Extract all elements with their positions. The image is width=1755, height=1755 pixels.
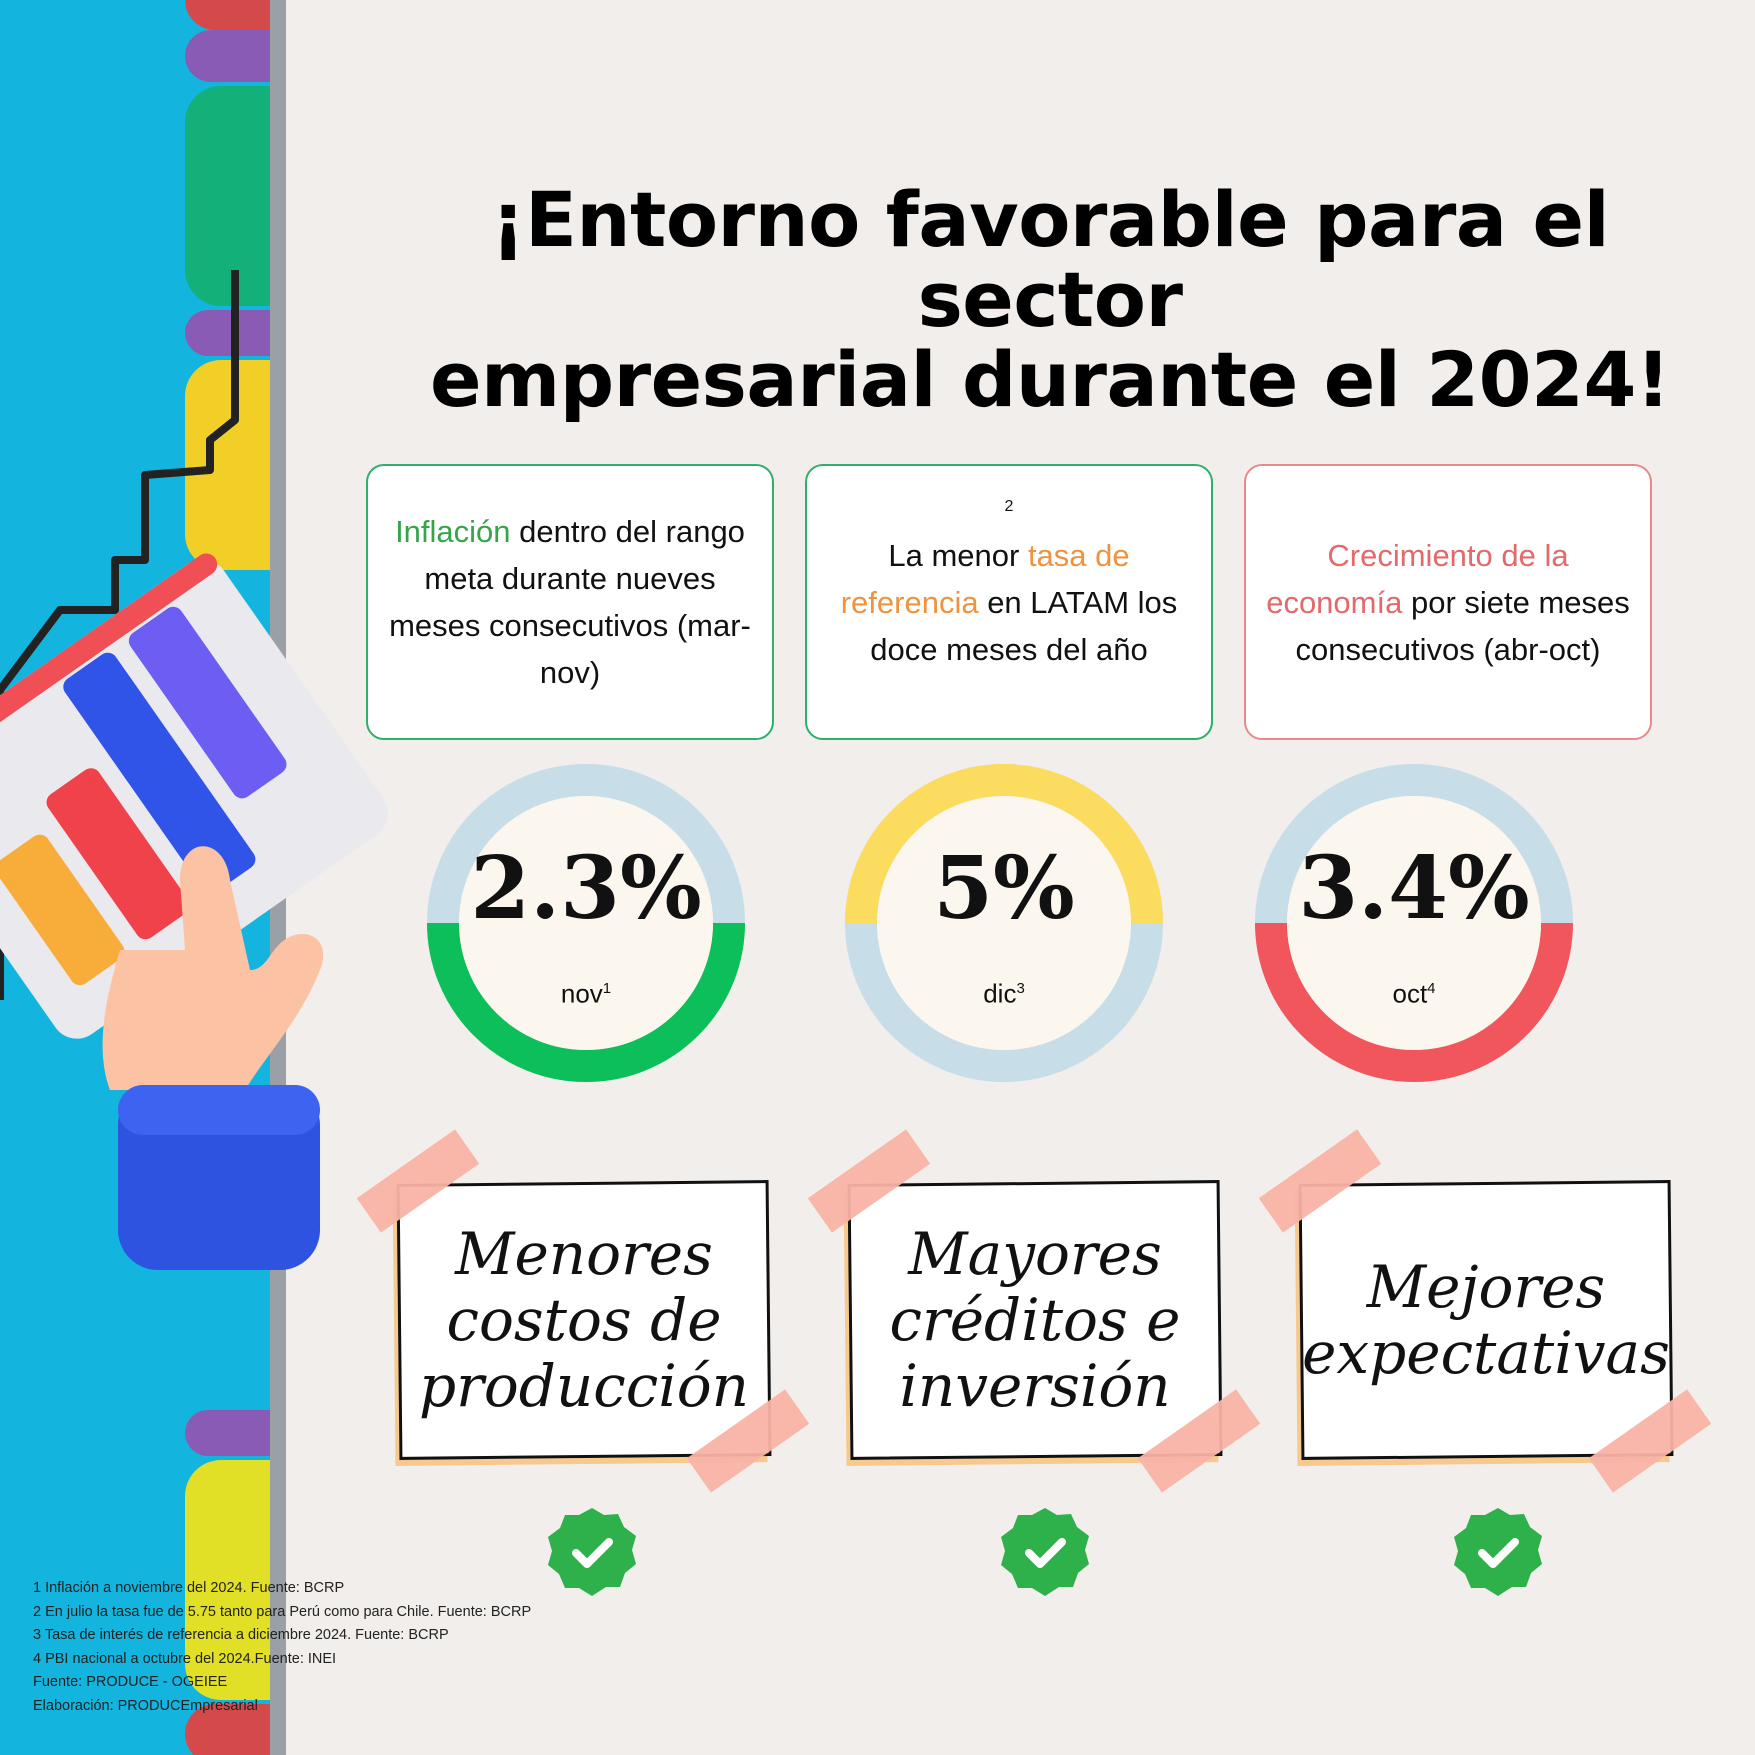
footnote-source: Fuente: PRODUCE - OGEIEE — [33, 1674, 228, 1690]
binder-tab-green — [185, 86, 280, 306]
note-expectations: Mejores expectativas — [1258, 1129, 1712, 1493]
donut-inflation-ring — [427, 764, 745, 1082]
note-production-costs-line-1: Menores — [455, 1220, 713, 1288]
donut-inflation: 2.3% nov1 — [427, 764, 745, 1082]
donut-economic-growth-month: oct — [1392, 978, 1428, 1009]
check-badge-icon — [1001, 1508, 1089, 1596]
card-reference-rate-superscript: 2 — [1004, 498, 1014, 515]
donut-reference-rate-accent — [845, 764, 1163, 924]
note-production-costs-line-3: producción — [418, 1352, 750, 1420]
binder-tab-red-2 — [185, 1704, 280, 1755]
donut-inflation-month: nov — [560, 978, 603, 1009]
binder-tab-lime — [185, 1460, 280, 1700]
card-reference-rate-pre: La menor — [888, 537, 1028, 573]
card-economic-growth-text: Crecimiento de la economía por siete mes… — [1260, 532, 1636, 673]
card-reference-rate-rest: en LATAM los doce meses del año — [870, 584, 1178, 667]
donut-economic-growth-note: 4 — [1427, 980, 1436, 997]
footnote-4: 4 PBI nacional a octubre del 2024.Fuente… — [33, 1650, 337, 1667]
note-credit-investment: Mayores créditos e inversión — [807, 1129, 1261, 1493]
note-credit-investment-line-2: créditos e — [889, 1286, 1181, 1354]
title-line-2: empresarial durante el 2024! — [430, 335, 1670, 424]
footnote-credits: Elaboración: PRODUCEmpresarial — [33, 1697, 258, 1714]
card-inflation-text: Inflación dentro del rango meta durante … — [382, 508, 758, 696]
binder-tab-purple-3 — [185, 1410, 280, 1456]
note-expectations-line-1: Mejores — [1366, 1253, 1606, 1321]
binder-tab-purple — [185, 30, 280, 82]
donut-economic-growth-center — [1287, 796, 1541, 1050]
check-badge-icon — [548, 1508, 636, 1596]
donut-inflation-accent — [427, 922, 745, 1082]
card-inflation-highlight: Inflación — [395, 514, 511, 549]
note-production-costs-line-2: costos de — [446, 1286, 722, 1354]
card-reference-rate-highlight: tasa de referencia — [840, 537, 1130, 620]
donut-reference-rate-center — [877, 796, 1131, 1050]
donut-inflation-center — [459, 796, 713, 1050]
footnote-3: 3 Tasa de interés de referencia a diciem… — [33, 1627, 449, 1643]
donut-reference-rate-label: dic3 — [845, 974, 1163, 1009]
hand-chart-illustration-icon — [0, 270, 388, 1270]
note-production-costs-text: Menores costos de producción — [398, 1182, 770, 1458]
note-credit-investment-text: Mayores créditos e inversión — [849, 1182, 1221, 1458]
donut-reference-rate-month: dic — [983, 978, 1017, 1009]
title-line-1: ¡Entorno favorable para el sector — [490, 175, 1610, 344]
donut-reference-rate: 5% dic3 — [845, 764, 1163, 1082]
note-credit-investment-line-3: inversión — [899, 1352, 1171, 1420]
footnotes: 1 Inflación a noviembre del 2024. Fuente… — [33, 1577, 531, 1718]
donut-economic-growth-label: oct4 — [1255, 974, 1573, 1009]
donut-inflation-note: 1 — [602, 980, 612, 997]
check-badge-icon — [1454, 1508, 1542, 1596]
note-expectations-text: Mejores expectativas — [1300, 1182, 1672, 1458]
note-credit-investment-line-1: Mayores — [908, 1220, 1162, 1288]
card-inflation: Inflación dentro del rango meta durante … — [366, 464, 774, 740]
donut-inflation-value: 2.3% — [470, 838, 702, 939]
donut-economic-growth-accent — [1255, 922, 1573, 1082]
footnote-1: 1 Inflación a noviembre del 2024. Fuente… — [33, 1580, 345, 1596]
card-reference-rate-text: La menor tasa de referencia en LATAM los… — [821, 532, 1197, 673]
note-expectations-line-2: expectativas — [1302, 1319, 1670, 1387]
donut-economic-growth-value: 3.4% — [1298, 838, 1530, 939]
donut-reference-rate-note: 3 — [1016, 980, 1025, 997]
binder-tab-red — [185, 0, 280, 30]
card-reference-rate: 2 La menor tasa de referencia en LATAM l… — [805, 464, 1213, 740]
donut-reference-rate-value: 5% — [933, 838, 1075, 939]
donut-inflation-label: nov1 — [427, 974, 745, 1009]
donut-economic-growth-ring — [1255, 764, 1573, 1082]
card-economic-growth-rest: por siete meses consecutivos (abr-oct) — [1295, 584, 1630, 667]
footnote-2: 2 En julio la tasa fue de 5.75 tanto par… — [33, 1603, 532, 1620]
card-economic-growth-highlight: Crecimiento de la economía — [1266, 537, 1569, 620]
page-title: ¡Entorno favorable para el sector empres… — [360, 180, 1740, 420]
donut-reference-rate-ring — [845, 764, 1163, 1082]
card-economic-growth: Crecimiento de la economía por siete mes… — [1244, 464, 1652, 740]
note-production-costs: Menores costos de producción — [356, 1129, 810, 1493]
card-inflation-rest: dentro del rango meta durante nueves mes… — [389, 514, 751, 690]
donut-economic-growth: 3.4% oct4 — [1255, 764, 1573, 1082]
